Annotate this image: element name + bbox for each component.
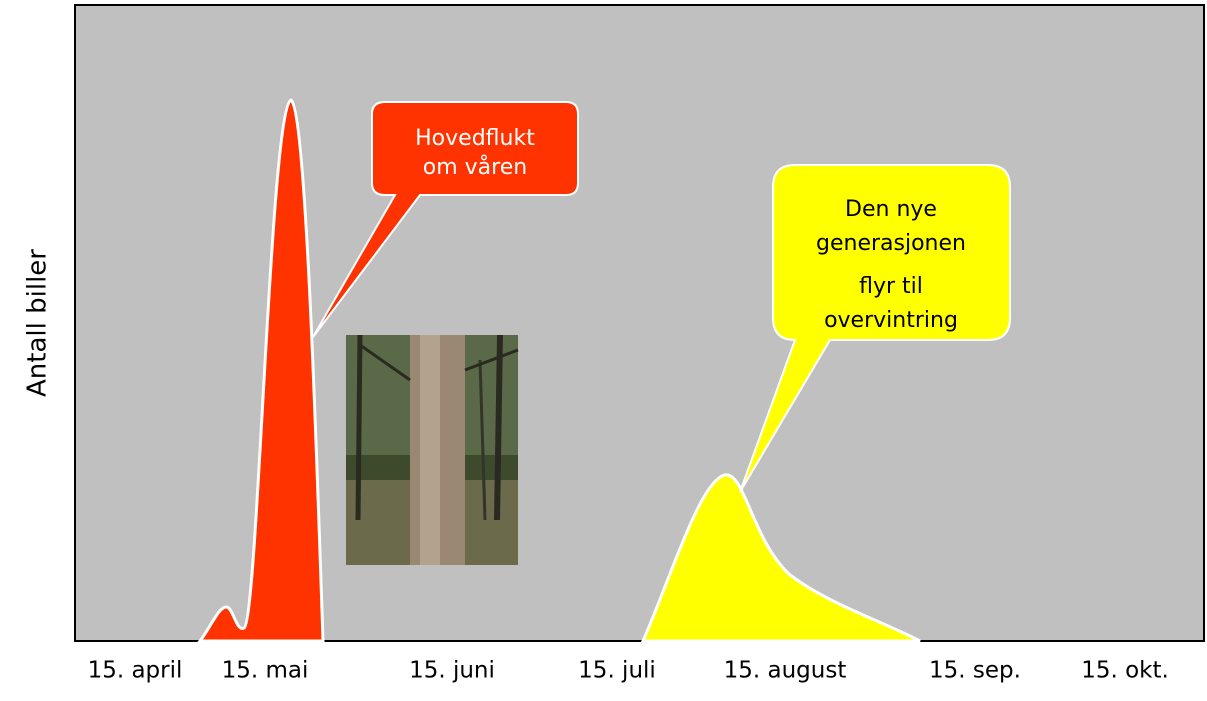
callout-text: overvintring: [824, 308, 958, 333]
tree-photo: [346, 335, 518, 565]
x-label: 15. sep.: [929, 658, 1021, 684]
x-label: 15. mai: [222, 658, 309, 684]
diagram: Antall biller Hovedflukt om våren Den ny…: [0, 0, 1207, 697]
callout-text: Hovedflukt: [415, 126, 535, 151]
x-axis-labels: 15. april 15. mai 15. juni 15. juli 15. augu…: [88, 658, 1169, 684]
x-label: 15. juni: [409, 658, 495, 684]
x-label: 15. juli: [578, 658, 656, 684]
callout-text: generasjonen: [816, 231, 966, 256]
callout-text: flyr til: [859, 274, 923, 299]
callout-text: Den nye: [845, 197, 937, 222]
x-label: 15. april: [88, 658, 183, 684]
callout-text: om våren: [423, 154, 527, 180]
x-label: 15. august: [724, 658, 847, 684]
x-label: 15. okt.: [1081, 658, 1169, 684]
y-axis-label: Antall biller: [23, 249, 53, 397]
plot-area: [75, 5, 1204, 641]
